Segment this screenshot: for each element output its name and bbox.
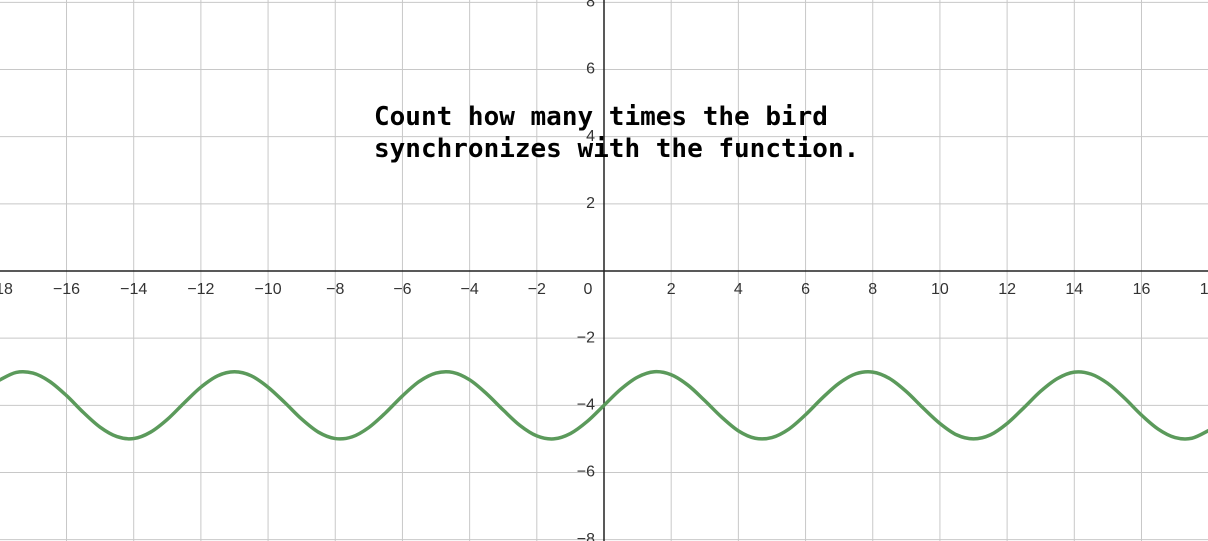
y-tick-label: −8	[577, 531, 595, 541]
x-tick-label: 16	[1133, 281, 1151, 298]
x-tick-label: 12	[998, 281, 1016, 298]
x-tick-label: 4	[734, 281, 743, 298]
x-tick-label: −10	[255, 281, 282, 298]
x-tick-label: 6	[801, 281, 810, 298]
x-tick-label: −18	[0, 281, 13, 298]
y-tick-label: 4	[586, 128, 595, 145]
instruction-line: synchronizes with the function.	[374, 134, 859, 164]
y-tick-label: 2	[586, 195, 595, 212]
x-tick-label: −2	[528, 281, 546, 298]
x-tick-label: −16	[53, 281, 80, 298]
x-tick-label: 8	[868, 281, 877, 298]
y-tick-label: −4	[577, 397, 595, 414]
plot	[0, 369, 1208, 441]
instruction-line: Count how many times the bird	[374, 102, 828, 132]
x-tick-label: 0	[584, 281, 593, 298]
x-tick-label: 14	[1065, 281, 1083, 298]
x-tick-label: −8	[326, 281, 344, 298]
x-tick-label: −4	[461, 281, 479, 298]
y-tick-label: −2	[577, 329, 595, 346]
x-tick-label: 2	[667, 281, 676, 298]
function-curve	[0, 369, 1208, 441]
x-tick-label: −14	[120, 281, 147, 298]
x-tick-label: 18	[1200, 281, 1208, 298]
x-tick-label: −6	[393, 281, 411, 298]
y-tick-label: 6	[586, 61, 595, 78]
y-tick-label: 8	[586, 0, 595, 11]
y-tick-label: −6	[577, 464, 595, 481]
x-tick-label: 10	[931, 281, 949, 298]
x-tick-label: −12	[187, 281, 214, 298]
